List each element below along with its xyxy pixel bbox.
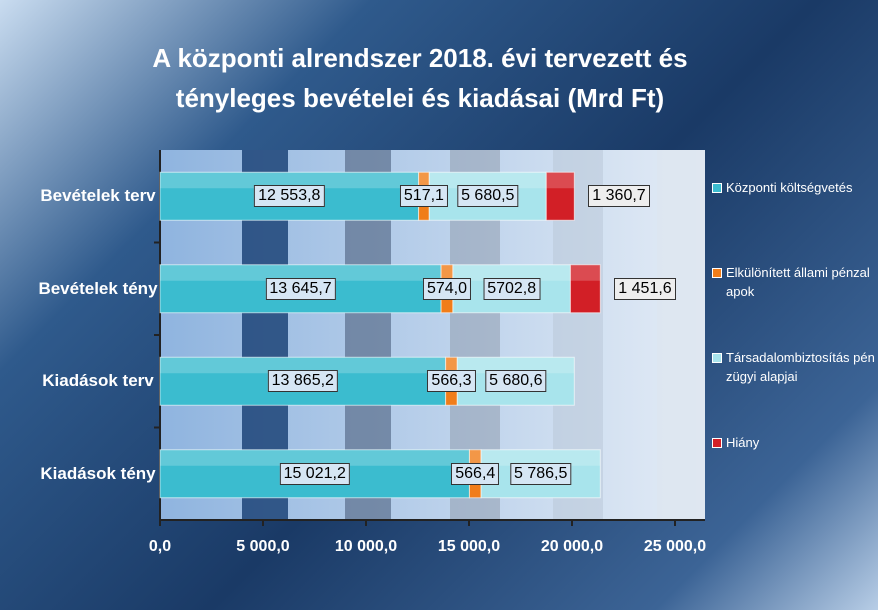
value-label: 5 680,5 (457, 185, 519, 208)
legend-marker (712, 438, 722, 448)
bar-segment (545, 171, 575, 221)
value-label: 15 021,2 (279, 462, 350, 485)
value-label: 5 680,6 (485, 370, 547, 393)
legend-label: Hiány (726, 435, 760, 450)
value-label: 13 645,7 (265, 277, 336, 300)
bar-shade (160, 449, 470, 466)
category-label: Kiadások tény (40, 463, 156, 483)
bar-shade (445, 357, 458, 374)
bar-shade (441, 264, 453, 281)
bar-segment (569, 264, 601, 314)
bar-shade (546, 172, 575, 189)
x-tick-label: 25 000,0 (643, 538, 707, 555)
bar-shade (160, 357, 446, 374)
value-label: 5 786,5 (510, 462, 572, 485)
bar-shade (457, 357, 575, 374)
value-label: 574,0 (422, 277, 472, 300)
legend-label: Elkülönített állami pénzalapok (726, 265, 870, 299)
value-label: 566,4 (451, 462, 500, 485)
value-label: 1 451,6 (614, 277, 676, 300)
x-tick-label: 0,0 (148, 538, 172, 555)
category-label: Bevételek terv (40, 186, 156, 206)
bar-shade (160, 264, 442, 281)
band (657, 150, 705, 520)
bar-shade (481, 449, 601, 466)
legend-label: Központi költségvetés (726, 180, 853, 195)
x-tick-label: 15 000,0 (437, 538, 501, 555)
bar-shade (452, 264, 571, 281)
value-label: 566,3 (427, 370, 476, 393)
bar-shade (570, 264, 601, 281)
bar-shade (429, 172, 547, 189)
bar-segment (480, 449, 601, 499)
legend-label: Társadalombiztosítás pénzügyi alapjai (726, 350, 875, 384)
value-label: 5702,8 (483, 277, 541, 300)
category-label: Bevételek tény (38, 278, 158, 298)
value-label: 1 360,7 (588, 185, 650, 208)
value-label: 517,1 (399, 185, 448, 208)
bar-shade (160, 172, 419, 189)
x-tick-label: 5 000,0 (236, 538, 290, 555)
x-tick-label: 10 000,0 (334, 538, 398, 555)
bar-shade (469, 449, 482, 466)
legend-marker (712, 183, 722, 193)
category-label: Kiadások terv (42, 371, 154, 391)
bar-shade (418, 172, 430, 189)
chart-title: A központi alrendszer 2018. évi tervezet… (152, 43, 688, 113)
legend-marker (712, 353, 722, 363)
legend-marker (712, 268, 722, 278)
value-label: 13 865,2 (267, 370, 338, 393)
value-label: 12 553,8 (254, 185, 325, 208)
x-tick-label: 20 000,0 (540, 538, 604, 555)
